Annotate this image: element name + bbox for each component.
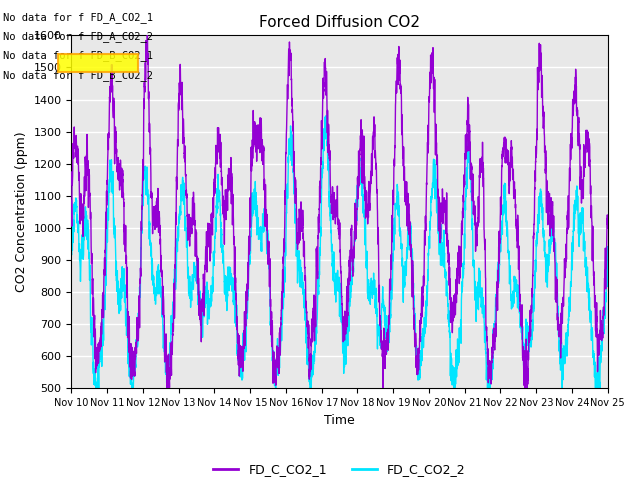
- Text: No data for f FD_A_CO2_1: No data for f FD_A_CO2_1: [3, 12, 153, 23]
- Legend: FD_C_CO2_1, FD_C_CO2_2: FD_C_CO2_1, FD_C_CO2_2: [209, 458, 470, 480]
- Text: No data for f FD_B_CO2_1: No data for f FD_B_CO2_1: [3, 50, 153, 61]
- Text: No data for f FD_A_CO2_2: No data for f FD_A_CO2_2: [3, 31, 153, 42]
- Title: Forced Diffusion CO2: Forced Diffusion CO2: [259, 15, 420, 30]
- X-axis label: Time: Time: [324, 414, 355, 427]
- Y-axis label: CO2 Concentration (ppm): CO2 Concentration (ppm): [15, 132, 28, 292]
- Text: No data for f FD_B_CO2_2: No data for f FD_B_CO2_2: [3, 70, 153, 81]
